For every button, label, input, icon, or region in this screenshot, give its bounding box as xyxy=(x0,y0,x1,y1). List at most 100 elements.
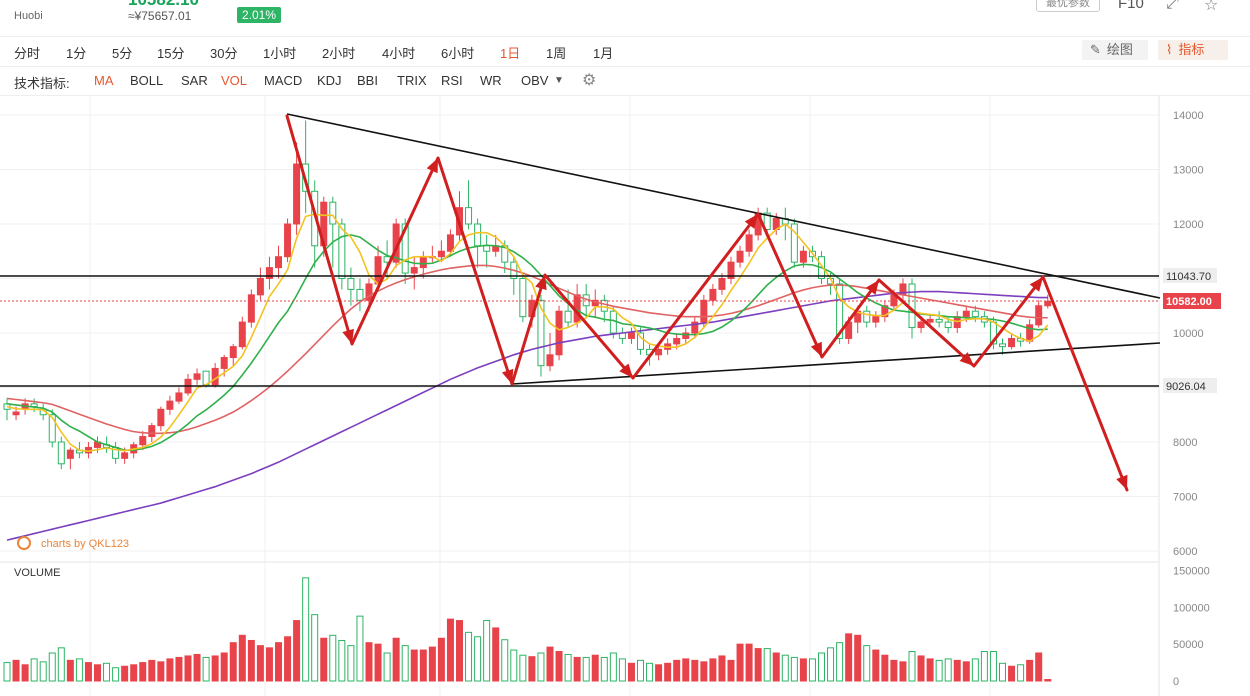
ma60-line xyxy=(6,290,1048,541)
arrowhead xyxy=(619,363,633,378)
candle-body xyxy=(836,283,844,339)
volume-bar xyxy=(872,649,880,682)
timeframe-6h[interactable]: 6小时 xyxy=(441,46,475,61)
timeframe-1d[interactable]: 1日 xyxy=(500,46,521,61)
candle-body xyxy=(872,316,880,323)
price-tag-support: 9026.04 xyxy=(1163,378,1217,393)
candle-body xyxy=(465,207,473,225)
volume-bar xyxy=(1044,679,1052,682)
timeframe-1h[interactable]: 1小时 xyxy=(263,46,297,61)
volume-bar xyxy=(302,577,310,682)
volume-bar xyxy=(600,656,608,682)
candle-body xyxy=(48,414,56,443)
gear-icon[interactable]: ⚙ xyxy=(582,72,597,89)
volume-bar xyxy=(908,651,916,682)
volume-bar xyxy=(157,661,165,682)
optimal-params-button[interactable]: 最优参数 xyxy=(1036,0,1100,12)
volume-bar xyxy=(139,662,147,682)
candle-body xyxy=(1044,300,1052,307)
indicator-vol[interactable]: VOL xyxy=(221,73,248,88)
candle-body xyxy=(944,321,952,329)
timeframe-1w[interactable]: 1周 xyxy=(546,46,567,61)
volume-axis: 150000 100000 50000 0 xyxy=(1173,565,1210,688)
chevron-down-icon[interactable]: ▼ xyxy=(554,75,564,86)
volume-bar xyxy=(836,642,844,682)
indicator-kdj[interactable]: KDJ xyxy=(317,73,342,88)
timeframe-30m[interactable]: 30分 xyxy=(210,46,238,61)
timeframe-4h[interactable]: 4小时 xyxy=(382,46,416,61)
watermark: charts by QKL123 xyxy=(17,536,129,550)
f10-button[interactable]: F10 xyxy=(1118,0,1144,12)
candle-body xyxy=(275,256,282,269)
arrowhead xyxy=(426,158,438,174)
volume-bar xyxy=(772,652,780,682)
candle-body xyxy=(148,425,156,438)
arrowhead xyxy=(810,341,822,357)
candle-body xyxy=(745,234,753,252)
volume-bar xyxy=(293,620,301,682)
volume-bar xyxy=(799,658,807,682)
moving-averages xyxy=(6,213,1049,541)
indicator-boll[interactable]: BOLL xyxy=(130,73,164,88)
indicator-rsi[interactable]: RSI xyxy=(441,73,463,88)
indicator-wr[interactable]: WR xyxy=(480,73,502,88)
volume-bar xyxy=(220,652,228,682)
indicator-trix[interactable]: TRIX xyxy=(397,73,427,88)
candle-body xyxy=(655,348,663,356)
volume-tick-label: 0 xyxy=(1173,676,1179,688)
candle-body xyxy=(926,318,934,323)
volume-bar xyxy=(365,642,373,682)
pencil-icon: ✎ xyxy=(1090,42,1101,57)
timeframe-2h[interactable]: 2小时 xyxy=(322,46,356,61)
expand-icon[interactable]: ⤢ xyxy=(1166,0,1179,12)
draw-button[interactable]: ✎ 绘图 xyxy=(1082,40,1148,60)
volume-title: VOLUME xyxy=(14,567,60,579)
volume-bar xyxy=(953,659,961,682)
price-chart[interactable]: 1400013000120001100010000900080007000600… xyxy=(0,95,1250,696)
volume-bar xyxy=(519,654,527,682)
arrowhead xyxy=(342,328,354,344)
timeframe-15m[interactable]: 15分 xyxy=(157,46,185,61)
candle-body xyxy=(175,392,183,402)
volume-bar xyxy=(428,646,436,682)
indicator-bbi[interactable]: BBI xyxy=(357,73,378,88)
indicator-button[interactable]: ⌇ 指标 xyxy=(1158,40,1228,60)
change-badge: 2.01% xyxy=(237,7,282,23)
timeframe-1mo[interactable]: 1月 xyxy=(593,46,614,61)
timeframe-5m[interactable]: 5分 xyxy=(112,46,133,61)
price-axis: 1400013000120001100010000900080007000600… xyxy=(1173,110,1204,558)
price-tick-label: 7000 xyxy=(1173,492,1197,504)
candle-body xyxy=(546,354,554,367)
arrowhead xyxy=(1116,474,1128,490)
volume-bar xyxy=(311,614,319,682)
star-icon[interactable]: ☆ xyxy=(1204,0,1219,14)
candle-body xyxy=(718,278,726,290)
arrowhead xyxy=(959,352,974,366)
volume-bar xyxy=(12,659,20,682)
volume-bar xyxy=(401,645,409,682)
price-tag-resistance: 11043.70 xyxy=(1163,268,1217,283)
price-tick-label: 6000 xyxy=(1173,546,1197,558)
volume-bar xyxy=(926,658,934,682)
volume-bar xyxy=(57,647,65,682)
volume-bar xyxy=(727,659,735,682)
volume-bar xyxy=(627,662,635,682)
triangle-lower-line[interactable] xyxy=(511,342,1161,385)
indicator-ma[interactable]: MA xyxy=(94,73,114,88)
candle-body xyxy=(799,250,807,263)
candle-body xyxy=(229,346,237,359)
volume-bar xyxy=(184,655,192,682)
timeframe-1m[interactable]: 1分 xyxy=(66,46,87,61)
timeframe-fenshi[interactable]: 分时 xyxy=(14,46,41,61)
wave-arrows[interactable] xyxy=(285,114,1129,492)
volume-bar xyxy=(320,637,328,682)
candle-body xyxy=(446,234,454,252)
triangle-upper-line[interactable] xyxy=(286,113,1161,299)
indicator-sar[interactable]: SAR xyxy=(181,73,208,88)
candle-body xyxy=(555,310,563,356)
volume-bar xyxy=(845,633,853,682)
volume-bar xyxy=(827,647,835,682)
indicator-macd[interactable]: MACD xyxy=(264,73,303,88)
candle-body xyxy=(637,332,644,350)
indicator-obv[interactable]: OBV xyxy=(521,73,549,88)
